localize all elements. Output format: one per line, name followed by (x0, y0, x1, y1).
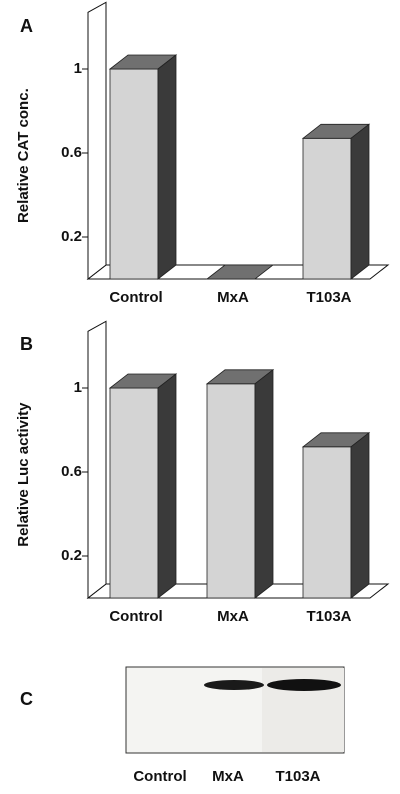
y-tick-label: 0.6 (61, 144, 82, 161)
bar-front (109, 68, 159, 280)
lane-label: Control (133, 768, 186, 785)
bar-front (302, 446, 352, 599)
blot-band (267, 679, 341, 691)
bar-side (157, 373, 177, 599)
bar-front (206, 383, 256, 599)
panel-letter: B (20, 334, 33, 354)
lane-label: MxA (212, 768, 244, 785)
bar-front (302, 137, 352, 280)
x-tick-label: T103A (306, 289, 351, 306)
back-wall (87, 1, 107, 281)
panel-letter: A (20, 16, 33, 36)
bar-top (205, 264, 275, 280)
x-tick-label: Control (109, 289, 162, 306)
back-wall (87, 320, 107, 600)
y-tick-label: 0.6 (61, 463, 82, 480)
y-axis-label: Relative Luc activity (15, 402, 32, 547)
western-blot: C Control MxA T103A (20, 666, 345, 785)
y-tick-label: 0.2 (61, 228, 82, 245)
lane-label: T103A (275, 768, 320, 785)
bar-side (254, 368, 274, 599)
x-tick-label: MxA (217, 289, 249, 306)
x-tick-label: Control (109, 608, 162, 625)
blot-band (204, 680, 264, 690)
x-tick-label: T103A (306, 608, 351, 625)
panel-letter: C (20, 689, 33, 709)
bar-side (157, 54, 177, 280)
y-tick-label: 1 (74, 379, 82, 396)
bar-side (350, 123, 370, 280)
y-tick-label: 1 (74, 60, 82, 77)
bar-side (350, 431, 370, 599)
y-tick-label: 0.2 (61, 547, 82, 564)
x-tick-label: MxA (217, 608, 249, 625)
y-axis-label: Relative CAT conc. (15, 88, 32, 223)
bar-front (109, 387, 159, 599)
